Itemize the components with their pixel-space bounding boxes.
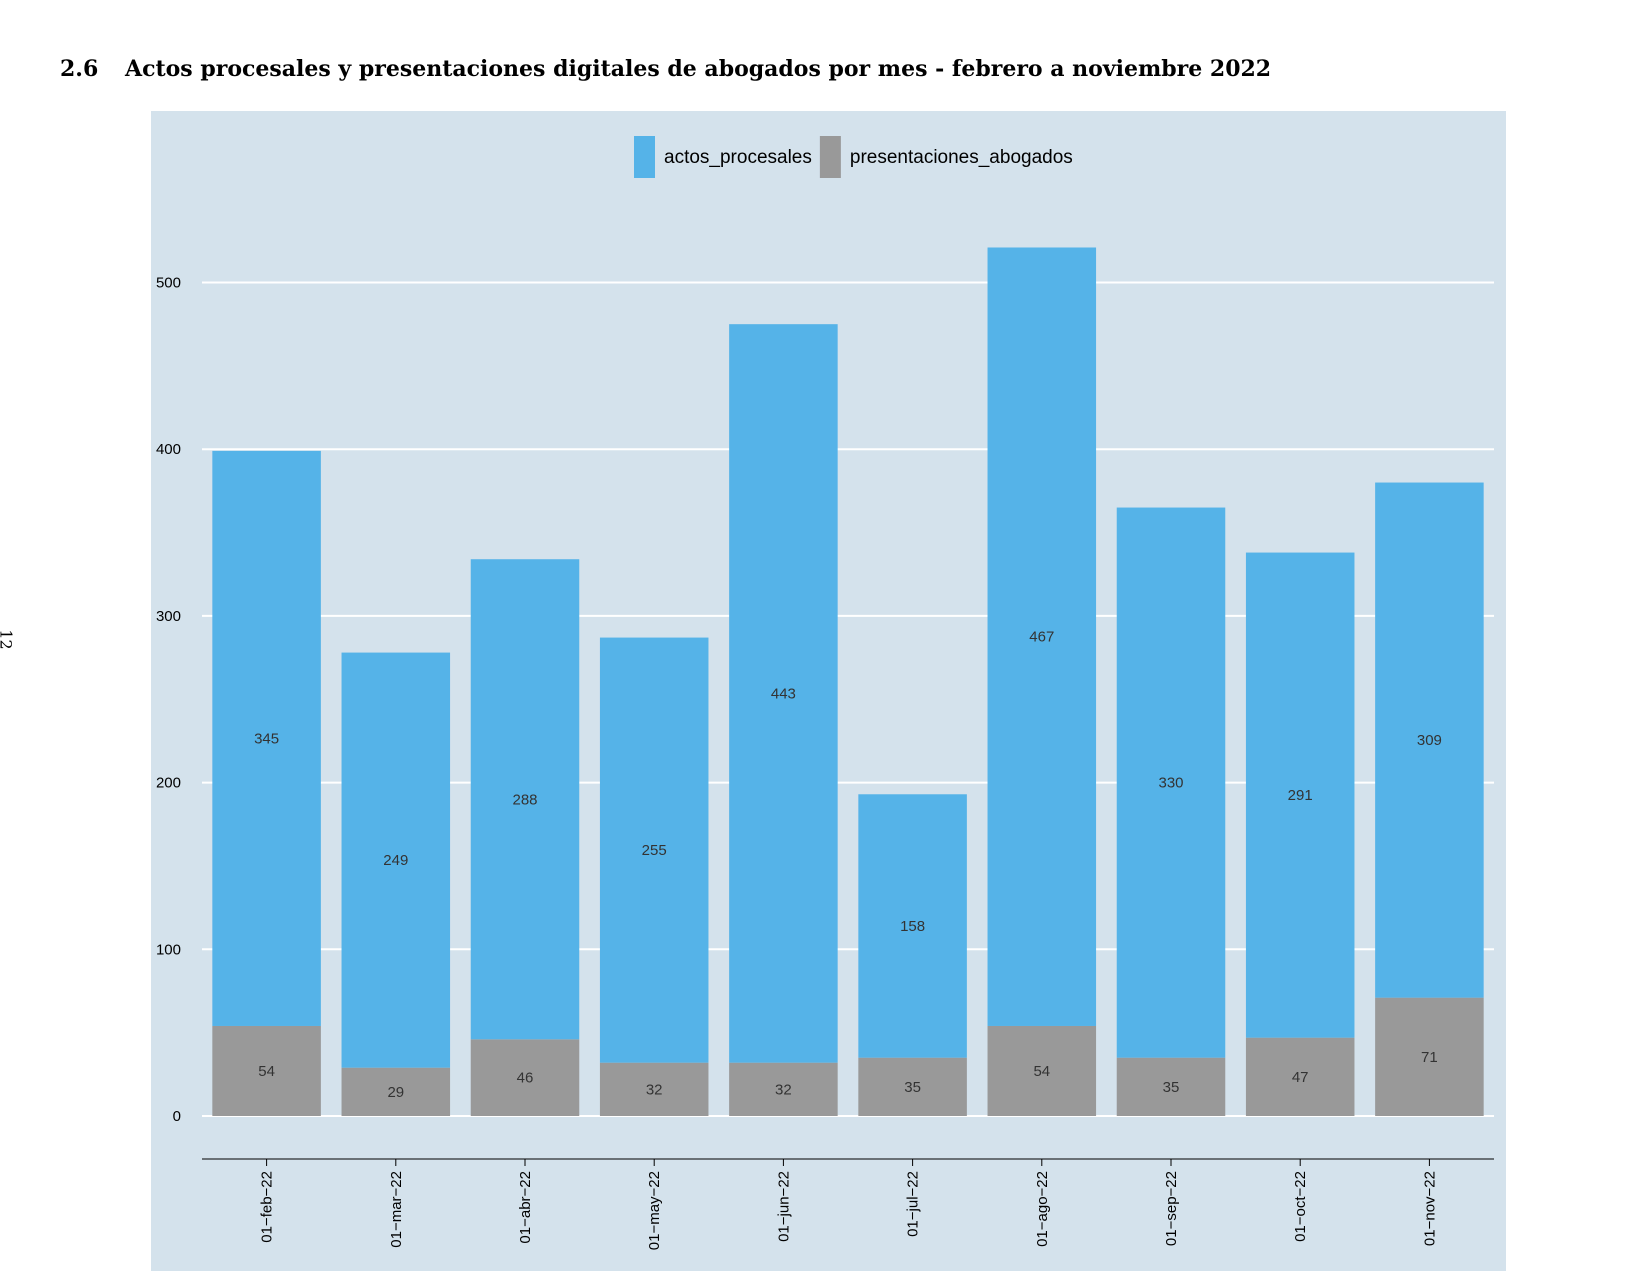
bar-actos_procesales — [1375, 482, 1484, 998]
y-tick-label: 100 — [156, 941, 181, 958]
data-label-presentaciones_abogados: 71 — [1421, 1049, 1438, 1066]
x-tick-label: 01−jul−22 — [905, 1171, 922, 1237]
y-tick-label: 400 — [156, 441, 181, 458]
x-tick-label: 01−abr−22 — [517, 1171, 534, 1244]
data-label-presentaciones_abogados: 47 — [1292, 1069, 1309, 1086]
y-axis-ticks: 0 100 200 300 400 500 — [156, 275, 181, 1126]
data-label-presentaciones_abogados: 32 — [646, 1081, 663, 1098]
chart-panel: 0 100 200 300 400 500 54 345 29 249 46 288 32 255 32 4… — [151, 111, 1506, 1271]
data-label-actos_procesales: 255 — [642, 842, 667, 859]
x-tick-label: 01−may−22 — [646, 1171, 663, 1250]
data-label-presentaciones_abogados: 35 — [1163, 1079, 1180, 1096]
legend: actos_procesales presentaciones_abogados — [634, 136, 1073, 178]
bar-presentaciones_abogados — [599, 1062, 709, 1116]
data-label-actos_procesales: 309 — [1417, 732, 1442, 749]
x-tick-label: 01−nov−22 — [1421, 1171, 1438, 1246]
data-label-actos_procesales: 443 — [771, 685, 796, 702]
data-label-actos_procesales: 249 — [383, 852, 408, 869]
data-label-actos_procesales: 291 — [1288, 787, 1313, 804]
bar-actos_procesales — [1245, 552, 1355, 1038]
x-tick-label: 01−mar−22 — [388, 1171, 405, 1248]
bar-actos_procesales — [987, 247, 1097, 1026]
y-tick-label: 200 — [156, 775, 181, 792]
data-label-actos_procesales: 158 — [900, 918, 925, 935]
page-number: 12 — [0, 629, 16, 650]
bar-presentaciones_abogados — [987, 1025, 1097, 1116]
bar-presentaciones_abogados — [470, 1039, 580, 1116]
bar-actos_procesales — [729, 324, 838, 1063]
data-label-presentaciones_abogados: 32 — [775, 1081, 792, 1098]
bar-presentaciones_abogados — [1245, 1037, 1355, 1116]
data-label-presentaciones_abogados: 35 — [904, 1079, 921, 1096]
legend-swatch-actos_procesales — [634, 136, 655, 178]
y-tick-label: 300 — [156, 608, 181, 625]
data-label-presentaciones_abogados: 46 — [517, 1070, 534, 1087]
data-label-actos_procesales: 467 — [1029, 629, 1054, 646]
legend-label-presentaciones_abogados: presentaciones_abogados — [850, 147, 1073, 168]
bar-actos_procesales — [599, 637, 709, 1063]
x-tick-label: 01−oct−22 — [1292, 1171, 1309, 1242]
data-label-presentaciones_abogados: 29 — [387, 1084, 404, 1101]
bar-presentaciones_abogados — [729, 1062, 838, 1116]
data-labels: 54 345 29 249 46 288 32 255 32 443 35 158 54 467 35 330… — [254, 629, 1442, 1101]
data-label-actos_procesales: 345 — [254, 730, 279, 747]
bar-actos_procesales — [212, 450, 321, 1026]
section-title: Actos procesales y presentaciones digita… — [125, 56, 1272, 82]
bar-presentaciones_abogados — [341, 1067, 451, 1116]
x-tick-label: 01−ago−22 — [1034, 1171, 1051, 1247]
y-tick-label: 500 — [156, 275, 181, 292]
x-tick-label: 01−jun−22 — [775, 1171, 792, 1242]
section-heading: 2.6 Actos procesales y presentaciones dig… — [60, 56, 1271, 82]
legend-label-actos_procesales: actos_procesales — [664, 147, 812, 168]
data-label-actos_procesales: 330 — [1158, 775, 1183, 792]
section-number: 2.6 — [60, 56, 99, 82]
bars — [212, 247, 1484, 1116]
bar-actos_procesales — [470, 559, 580, 1040]
bar-actos_procesales — [858, 794, 967, 1058]
data-label-presentaciones_abogados: 54 — [1033, 1063, 1050, 1080]
data-label-presentaciones_abogados: 54 — [258, 1063, 275, 1080]
y-tick-label: 0 — [173, 1108, 181, 1125]
bar-actos_procesales — [1116, 507, 1226, 1058]
bar-presentaciones_abogados — [212, 1025, 321, 1116]
bar-presentaciones_abogados — [1375, 997, 1484, 1116]
bar-presentaciones_abogados — [858, 1057, 967, 1116]
data-label-actos_procesales: 288 — [512, 791, 537, 808]
legend-swatch-presentaciones_abogados — [819, 136, 841, 178]
x-tick-label: 01−feb−22 — [259, 1171, 276, 1243]
bar-presentaciones_abogados — [1116, 1057, 1226, 1116]
x-axis: 01−feb−22 01−mar−22 01−abr−22 01−may−22 01−j… — [202, 1158, 1494, 1250]
bar-actos_procesales — [341, 652, 451, 1068]
stacked-bar-chart: 0 100 200 300 400 500 54 345 29 249 46 288 32 255 32 4… — [156, 136, 1494, 1250]
x-tick-label: 01−sep−22 — [1163, 1171, 1180, 1246]
